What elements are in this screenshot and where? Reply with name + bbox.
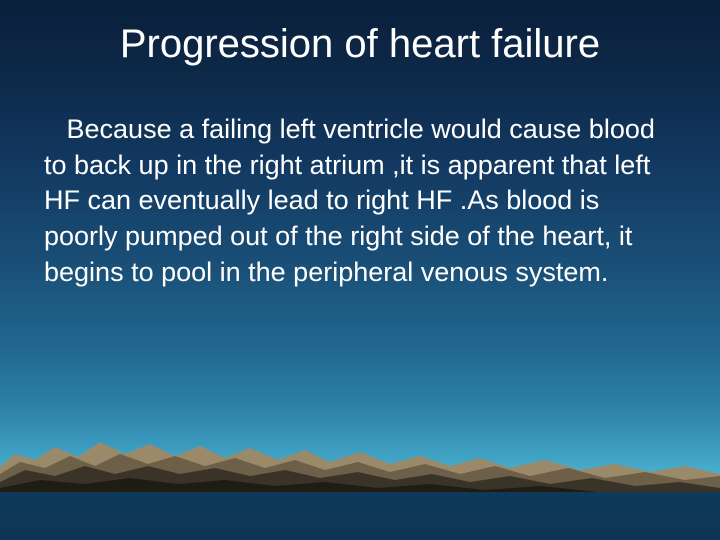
slide: Progression of heart failure Because a f… [0, 0, 720, 540]
mountain-graphic [0, 412, 720, 492]
slide-body-text: Because a failing left ventricle would c… [44, 112, 664, 290]
slide-title: Progression of heart failure [0, 22, 720, 67]
